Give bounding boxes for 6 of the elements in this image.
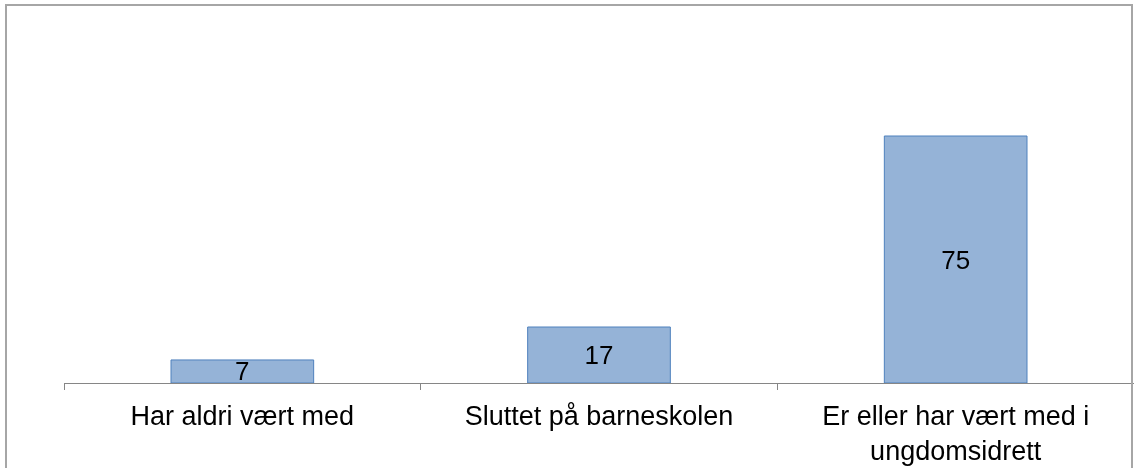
x-tick-label: Er eller har vært med i ungdomsidrett	[822, 400, 1090, 466]
x-tick-label: Har aldri vært med	[130, 400, 355, 431]
x-tick-label: Sluttet på barneskolen	[464, 400, 734, 431]
data-label: 17	[584, 340, 614, 371]
data-label: 7	[235, 356, 250, 387]
data-label: 75	[941, 244, 971, 275]
